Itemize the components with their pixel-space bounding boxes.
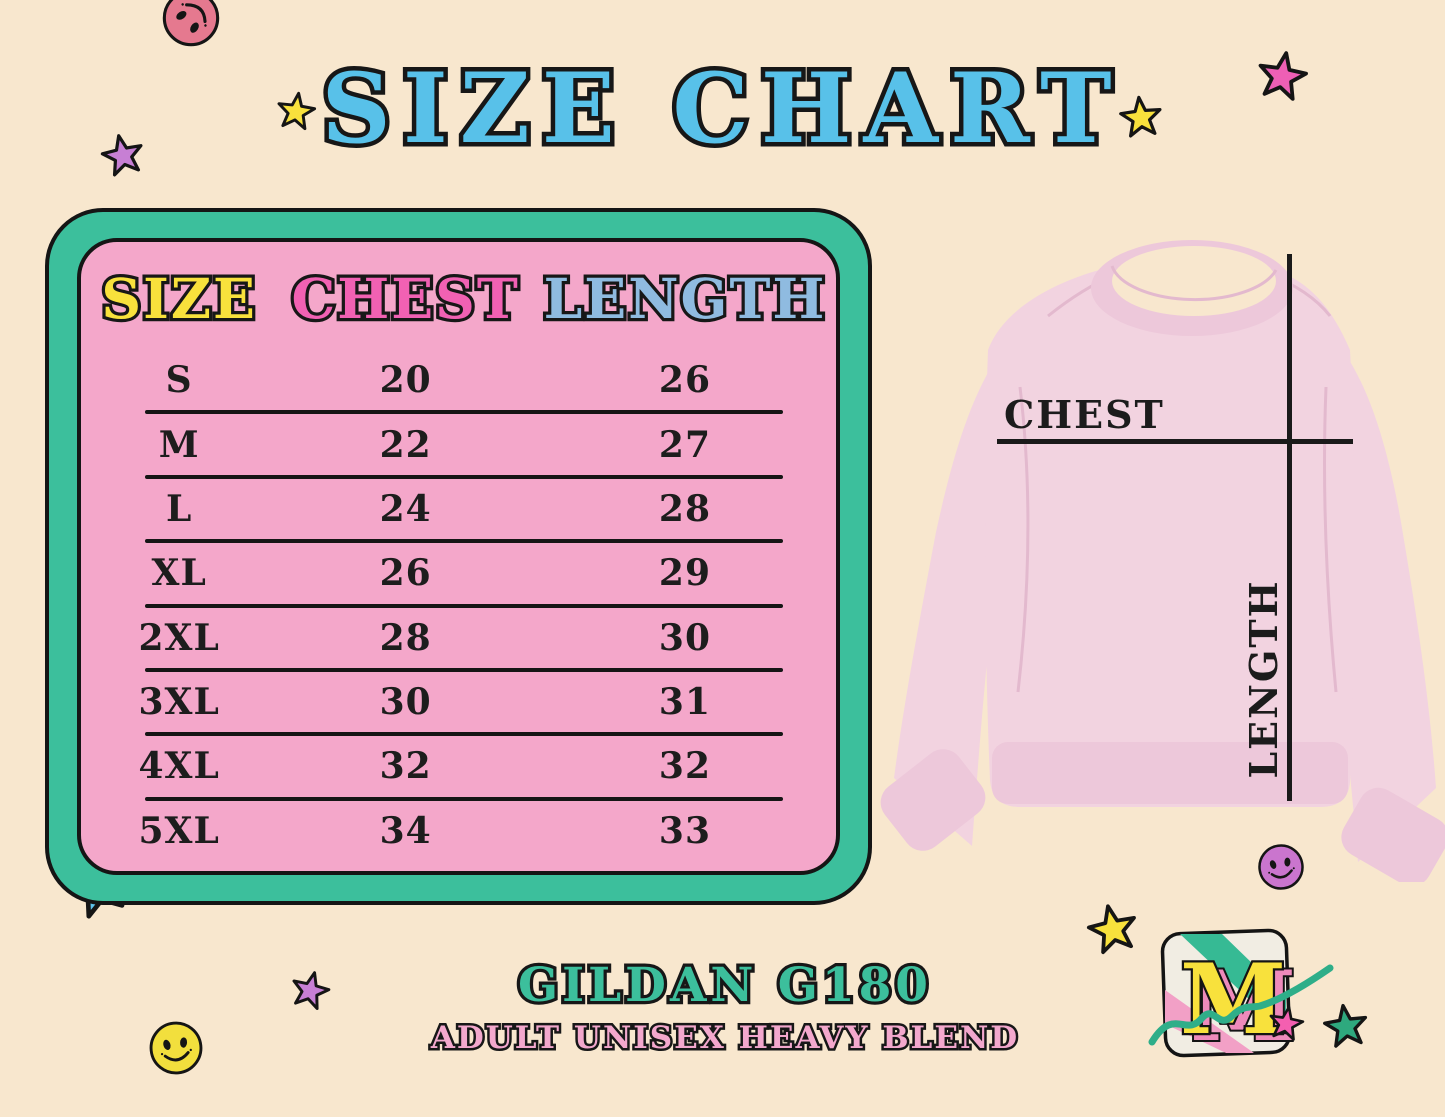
table-row: L 24 28 [81, 477, 836, 544]
table-row: 3XL 30 31 [81, 670, 836, 737]
chest-label: CHEST [1004, 392, 1165, 437]
table-cell: 30 [658, 616, 712, 659]
table-cell: 29 [658, 552, 712, 595]
product-subtitle: ADULT UNISEX HEAVY BLEND [428, 1018, 1020, 1059]
column-header: CHEST [288, 262, 521, 334]
table-cell: 34 [379, 809, 432, 852]
table-cell: 26 [658, 359, 712, 402]
smiley-icon [147, 0, 235, 62]
column-header: SIZE [98, 262, 258, 334]
smiley-icon [144, 1016, 208, 1080]
table-cell: 32 [379, 745, 432, 788]
table-row: S 20 26 [81, 348, 836, 415]
length-measure-line [1287, 254, 1292, 801]
table-row: 5XL 34 33 [81, 799, 836, 863]
table-cell: 28 [379, 616, 432, 659]
table-cell: 24 [379, 487, 432, 530]
table-cell: 22 [379, 423, 432, 466]
star-icon [285, 966, 336, 1017]
table-cell: 4XL [138, 745, 220, 788]
table-cell: 31 [658, 681, 712, 724]
sweatshirt-image [880, 240, 1445, 882]
chest-measure-line [997, 439, 1353, 444]
size-table-frame: SIZE CHEST LENGTH S 20 26 M 22 27 L 24 28 XL 26 29 2XL… [45, 208, 872, 905]
table-cell: M [158, 423, 200, 466]
table-cell: 3XL [138, 681, 220, 724]
table-cell: 32 [658, 745, 712, 788]
table-cell: 30 [379, 681, 432, 724]
column-header: LENGTH [540, 262, 827, 334]
table-header-row: SIZE CHEST LENGTH [81, 252, 836, 344]
table-cell: L [165, 487, 193, 530]
table-cell: 20 [379, 359, 432, 402]
table-cell: 2XL [138, 616, 220, 659]
table-row: M 22 27 [81, 412, 836, 480]
table-cell: XL [151, 552, 207, 595]
table-cell: 33 [658, 809, 712, 852]
length-label: LENGTH [1241, 579, 1286, 779]
table-cell: 27 [658, 423, 712, 466]
table-cell: 26 [379, 552, 432, 595]
star-icon [1081, 898, 1145, 962]
table-cell: S [165, 359, 193, 402]
table-body: S 20 26 M 22 27 L 24 28 XL 26 29 2XL 28 30 3XL 30 31 4XL 32… [81, 348, 836, 863]
table-row: 2XL 28 30 [81, 606, 836, 673]
page-title: SIZE CHART [317, 48, 1124, 170]
logo-scribble [1148, 964, 1334, 1046]
product-name: GILDAN G180 [515, 955, 932, 1017]
table-cell: 5XL [138, 809, 220, 852]
table-row: 4XL 32 32 [81, 734, 836, 802]
table-row: XL 26 29 [81, 541, 836, 608]
logo-letter: M [1180, 943, 1286, 1056]
size-table-panel: SIZE CHEST LENGTH S 20 26 M 22 27 L 24 28 XL 26 29 2XL… [77, 238, 840, 875]
brand-logo: M M [1148, 928, 1334, 1065]
star-icon [1251, 46, 1314, 109]
table-cell: 28 [658, 487, 712, 530]
star-icon [96, 129, 151, 184]
